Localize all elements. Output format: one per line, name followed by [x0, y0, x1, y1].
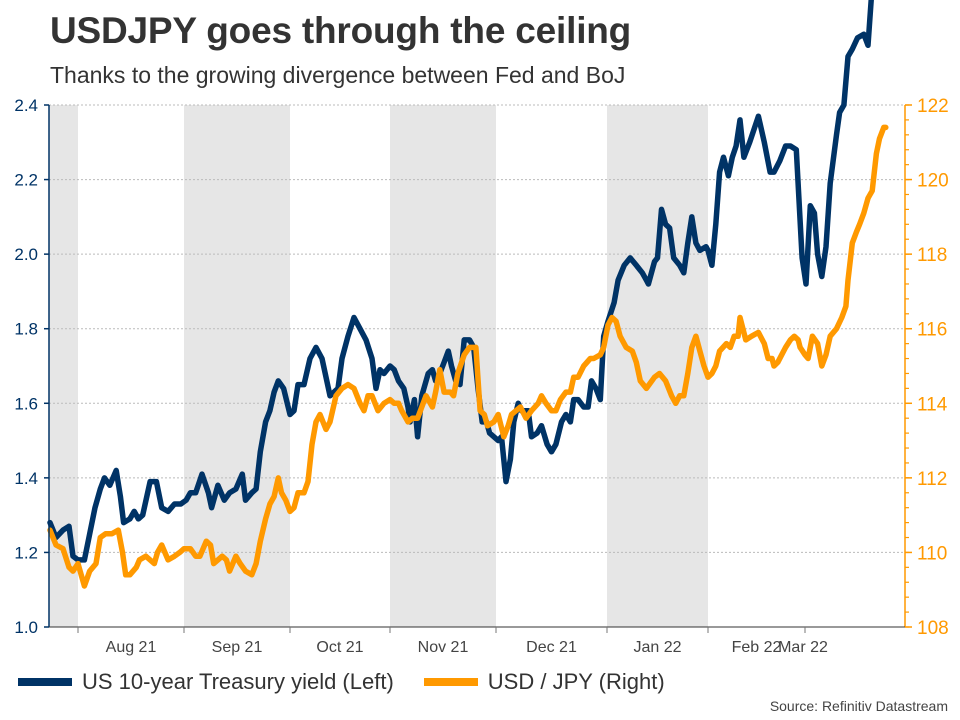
- right-axis-tick-label: 116: [917, 320, 947, 341]
- legend-label-yield: US 10-year Treasury yield (Left): [82, 669, 394, 694]
- left-axis-tick-label: 2.4: [14, 96, 38, 115]
- right-axis-tick-label: 112: [917, 469, 947, 490]
- x-axis-tick-label: Oct 21: [316, 639, 363, 656]
- axes: 1.0 1.2 1.4 1.6 1.8 2.0 2.2 2.4 108 110 112 114 116 1…: [14, 96, 948, 656]
- x-axis-tick-label: Sep 21: [212, 639, 263, 656]
- x-axis-tick-label: Mar 22: [778, 639, 828, 656]
- left-axis-tick-label: 1.8: [14, 320, 38, 339]
- series-lines: [47, 0, 889, 589]
- month-bands: [49, 105, 708, 627]
- x-axis-tick-label: Aug 21: [106, 639, 157, 656]
- shaded-month-band: [607, 105, 708, 627]
- right-axis-tick-label: 108: [917, 618, 949, 639]
- left-axis-tick-label: 2.2: [14, 171, 38, 190]
- x-axis-tick-label: Feb 22: [732, 639, 782, 656]
- shaded-month-band: [184, 105, 290, 627]
- left-axis-tick-label: 1.6: [14, 394, 38, 413]
- right-axis-tick-label: 122: [917, 96, 949, 117]
- yield-line: [47, 0, 874, 563]
- legend-label-usdjpy: USD / JPY (Right): [487, 669, 665, 694]
- left-axis-tick-label: 1.2: [14, 543, 38, 562]
- x-axis-tick-label: Dec 21: [526, 639, 577, 656]
- legend-item-usdjpy[interactable]: USD / JPY (Right): [423, 669, 665, 695]
- legend-swatch-yield: [18, 678, 72, 686]
- source-note: Source: Refinitiv Datastream: [769, 698, 948, 714]
- right-axis-tick-label: 120: [917, 171, 949, 192]
- right-axis-tick-label: 110: [917, 543, 947, 564]
- chart-title: USDJPY goes through the ceiling: [50, 10, 632, 51]
- right-axis-tick-label: 118: [917, 245, 947, 266]
- chart-subtitle: Thanks to the growing divergence between…: [50, 62, 626, 88]
- x-axis-tick-label: Nov 21: [418, 639, 469, 656]
- left-axis-tick-label: 1.0: [14, 618, 38, 637]
- usdjpy-line: [47, 124, 889, 589]
- legend-swatch-usdjpy: [423, 678, 478, 686]
- right-axis-tick-label: 114: [917, 394, 948, 415]
- legend-item-yield[interactable]: US 10-year Treasury yield (Left): [18, 669, 394, 695]
- left-axis-tick-label: 2.0: [14, 245, 38, 264]
- left-axis-tick-label: 1.4: [14, 469, 38, 488]
- x-axis-tick-label: Jan 22: [633, 639, 681, 656]
- legend: US 10-year Treasury yield (Left) USD / J…: [18, 668, 695, 696]
